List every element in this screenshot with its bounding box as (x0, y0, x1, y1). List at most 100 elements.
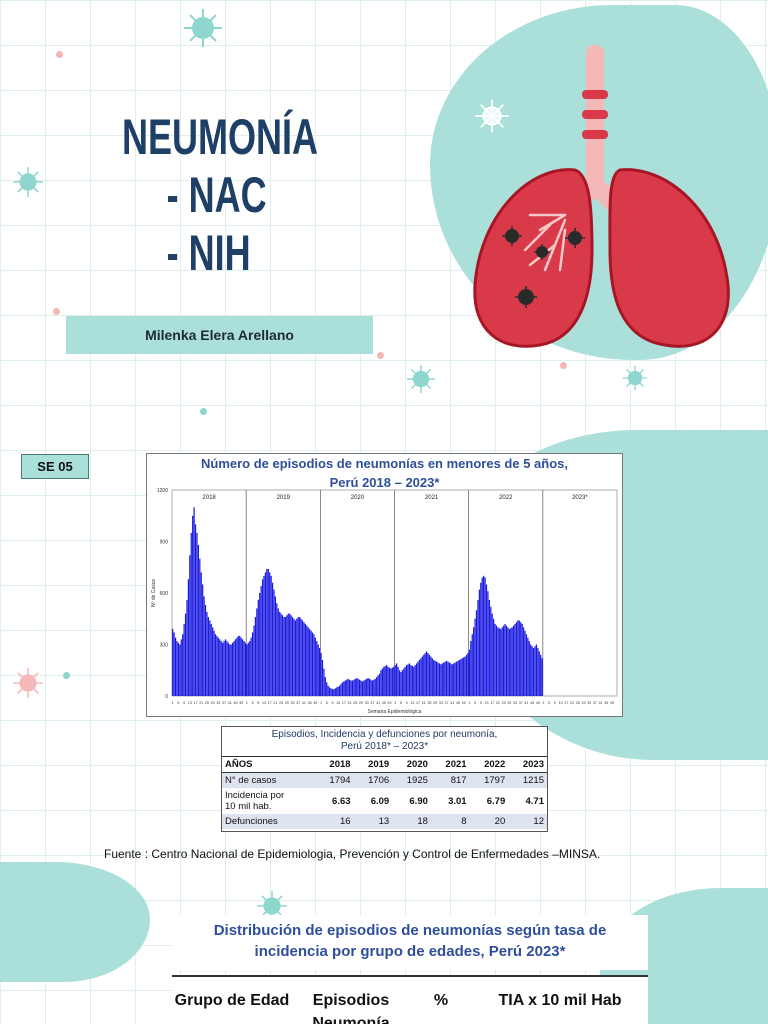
bar (370, 679, 372, 696)
bar (264, 572, 267, 696)
x-tick-label: 29 (433, 701, 437, 705)
bar (338, 685, 341, 696)
bar (507, 627, 509, 696)
x-tick-label: 17 (490, 701, 494, 705)
bar (401, 670, 403, 696)
y-tick-label: 300 (160, 643, 169, 649)
virus-icon (184, 9, 222, 47)
x-tick-label: 1 (172, 701, 174, 705)
bar (474, 618, 476, 696)
bar (226, 641, 228, 696)
x-tick-label: 9 (480, 701, 482, 705)
bar (377, 675, 379, 696)
bar (219, 639, 221, 696)
bar (296, 618, 298, 696)
decor-dot (377, 352, 384, 359)
table-cell: 817 (430, 772, 470, 788)
stats-title-line-1: Episodios, Incidencia y defunciones por … (271, 729, 498, 740)
bar (341, 682, 344, 696)
x-tick-label: 29 (581, 701, 585, 705)
bar (464, 656, 466, 696)
bar (207, 617, 209, 696)
bar (299, 617, 301, 696)
virus-icon (406, 364, 436, 394)
chart-title-line-2: Perú 2018 – 2023* (329, 475, 440, 490)
bar (511, 627, 513, 696)
virus-icon (257, 891, 287, 921)
bar (263, 575, 265, 696)
bar (182, 634, 184, 696)
incidence-label-line-1: Incidencia por (225, 790, 285, 801)
header-episodes-line-2: Neumonía (312, 1015, 390, 1024)
x-tick-label: 5 (474, 701, 476, 705)
bar (386, 665, 388, 696)
x-axis-label: Semana Epidemiológica (368, 709, 422, 715)
bar (224, 639, 227, 696)
bar (280, 613, 282, 696)
bar (528, 641, 530, 696)
x-tick-label: 1 (246, 701, 248, 705)
bar (256, 608, 258, 696)
bar (274, 596, 277, 696)
bar (531, 646, 533, 696)
bar (194, 524, 197, 696)
bar (319, 647, 321, 696)
bar (515, 622, 518, 696)
table-cell: 18 (392, 814, 431, 829)
table-cell: 3.01 (448, 795, 467, 807)
bar (480, 582, 482, 696)
bar (521, 623, 523, 696)
bar (204, 605, 207, 696)
bar (346, 679, 348, 696)
bar (328, 687, 331, 696)
x-tick-label: 29 (211, 701, 215, 705)
bar (435, 661, 438, 696)
table-cell: 4.71 (525, 795, 545, 807)
bar (388, 667, 391, 696)
y-tick-label: 900 (160, 540, 169, 546)
bar (504, 623, 506, 696)
x-tick-label: 37 (222, 701, 226, 705)
bar (391, 667, 393, 696)
bar (431, 658, 433, 696)
virus-icon (622, 365, 648, 391)
x-tick-label: 25 (353, 701, 357, 705)
bar (311, 632, 314, 696)
bar (202, 584, 204, 696)
bar (484, 577, 486, 696)
bar (514, 623, 516, 696)
bar (301, 620, 304, 696)
bar (366, 678, 368, 696)
bar (428, 654, 431, 696)
bar (487, 591, 489, 696)
x-tick-label: 45 (382, 701, 386, 705)
table-cell: Defunciones (222, 814, 315, 829)
bar (289, 613, 291, 696)
x-tick-label: 41 (228, 701, 232, 705)
bar (241, 639, 244, 696)
bar (394, 665, 396, 696)
bar (378, 673, 381, 696)
decor-dot (56, 51, 63, 58)
bar (495, 625, 498, 696)
table-row: Incidencia por 10 mil hab. 6.63 6.09 6.9… (222, 788, 547, 814)
bar (327, 685, 329, 696)
bar (396, 663, 398, 696)
bar (473, 627, 475, 696)
bar (381, 668, 383, 696)
bar (358, 679, 361, 696)
virus-icon (13, 668, 43, 698)
bar (525, 634, 528, 696)
incidence-label-line-2: 10 mil hab. (225, 801, 272, 812)
bar (297, 617, 299, 696)
x-tick-label: 1 (543, 701, 545, 705)
bar (220, 641, 222, 696)
table-header-cell: AÑOS (222, 756, 315, 773)
bar (344, 680, 346, 696)
x-tick-label: 41 (524, 701, 528, 705)
bar (303, 622, 305, 696)
bar (347, 678, 349, 696)
bar (340, 683, 342, 696)
x-tick-label: 25 (502, 701, 506, 705)
bar (212, 627, 214, 696)
